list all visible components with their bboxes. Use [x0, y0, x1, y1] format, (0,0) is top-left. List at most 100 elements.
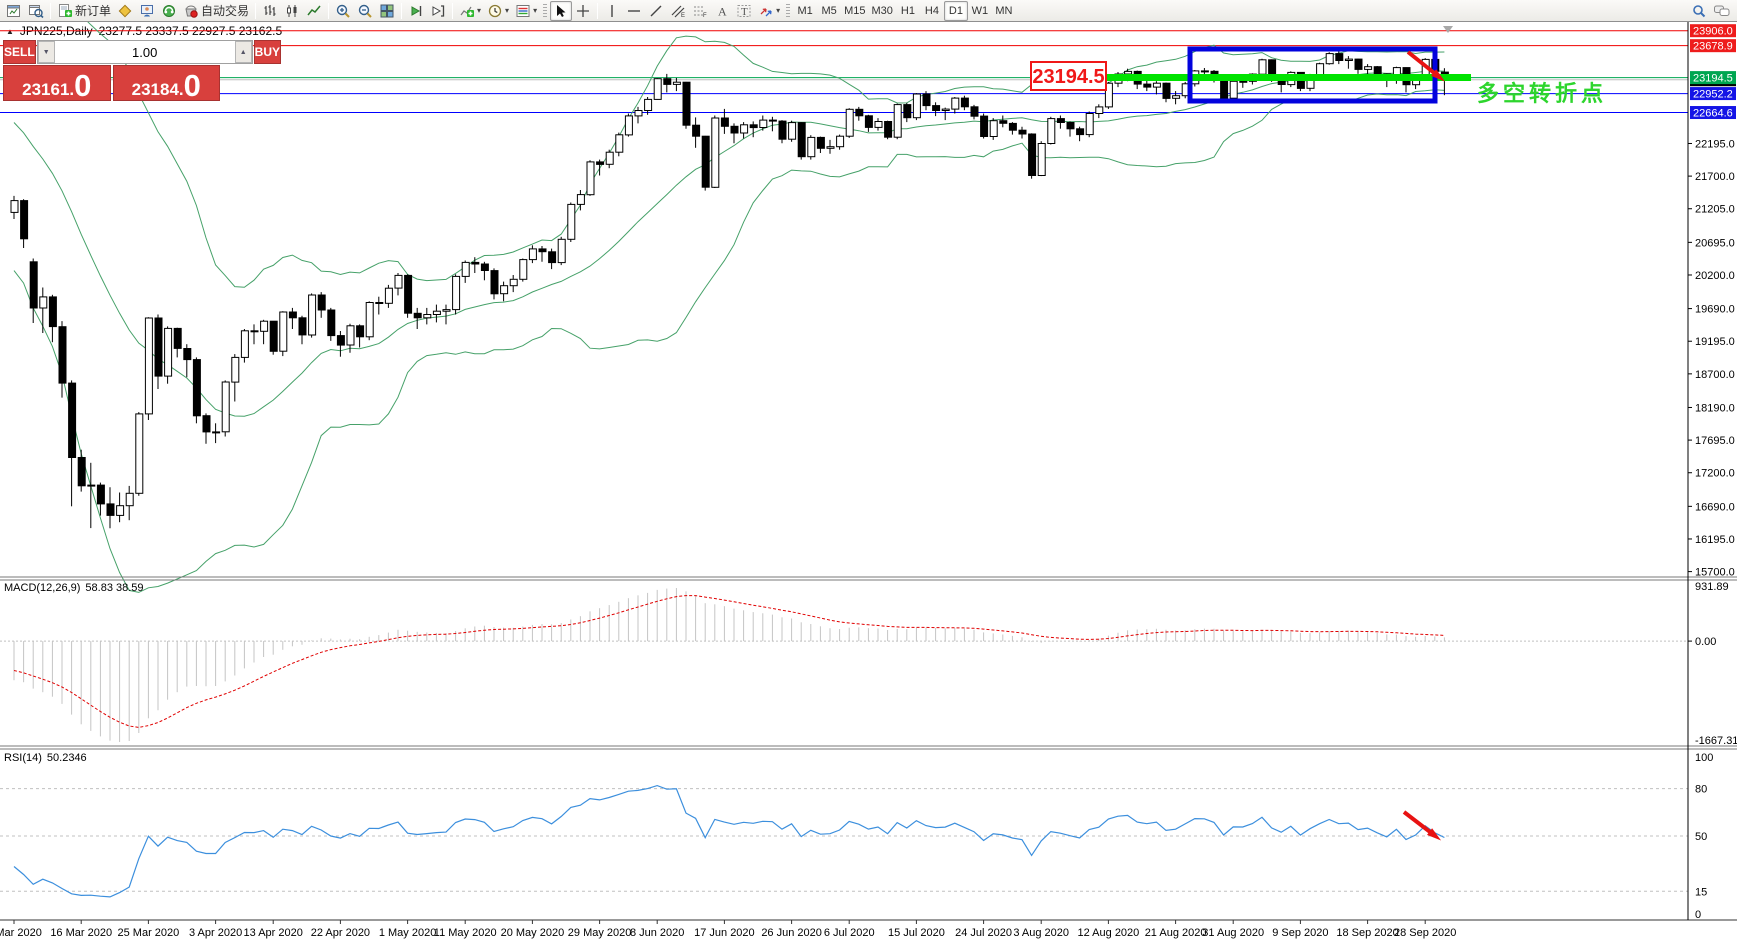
autotrading-button[interactable]: 自动交易: [180, 1, 252, 21]
profiles-button[interactable]: [25, 1, 47, 21]
shapes-button[interactable]: ▾: [755, 1, 783, 21]
chevron-down-icon: ▾: [505, 5, 510, 15]
sell-button[interactable]: SELL: [3, 40, 36, 64]
time-axis-label: 3 Aug 2020: [1013, 927, 1069, 939]
toolbar-grip[interactable]: [543, 3, 548, 18]
chevron-down-icon: ▾: [776, 5, 781, 15]
one-click-trading-panel: SELL ▼ ▲ BUY 23161.0 23184.0: [3, 40, 282, 103]
bollinger-band-line: [13, 70, 1445, 417]
signals-button[interactable]: [136, 1, 158, 21]
price-tick-label: 17695.0: [1695, 435, 1735, 447]
volume-input[interactable]: [54, 41, 235, 63]
rsi-name: RSI(14): [4, 752, 42, 764]
horizontal-line-icon: [626, 3, 642, 19]
periods-clock-icon: [487, 3, 503, 19]
time-axis-label: 12 Aug 2020: [1078, 927, 1140, 939]
price-tick-label: 15700.0: [1695, 567, 1735, 579]
rsi-indicator-label: RSI(14) 50.2346: [4, 752, 87, 764]
indicators-icon: [459, 3, 475, 19]
price-tick-label: 20695.0: [1695, 237, 1735, 249]
rsi-min-label: 0: [1695, 909, 1701, 921]
time-axis-label: 18 Sep 2020: [1336, 927, 1398, 939]
timeframe-m30-button[interactable]: M30: [869, 1, 896, 21]
text-label-icon: T: [736, 3, 752, 19]
text-label-button[interactable]: T: [733, 1, 755, 21]
ask-main-digits: 23184.: [131, 80, 184, 99]
horizontal-line-button[interactable]: [623, 1, 645, 21]
new-order-icon: [57, 3, 73, 19]
timeframe-m15-button[interactable]: M15: [841, 1, 868, 21]
timeframe-label: M30: [871, 4, 893, 17]
new-order-label: 新订单: [75, 4, 112, 18]
ask-big-digit: 0: [183, 67, 201, 103]
timeframe-w1-button[interactable]: W1: [968, 1, 992, 21]
price-level-badge-label: 22664.6: [1693, 108, 1733, 120]
indicators-button[interactable]: ▾: [456, 1, 484, 21]
text-icon: A: [714, 3, 730, 19]
buy-button[interactable]: BUY: [253, 40, 282, 64]
time-axis-label: 8 Jun 2020: [630, 927, 684, 939]
text-button[interactable]: A: [711, 1, 733, 21]
time-axis-label: 6 Jul 2020: [824, 927, 875, 939]
timeframe-m1-button[interactable]: M1: [793, 1, 817, 21]
zoom-out-button[interactable]: [354, 1, 376, 21]
channel-button[interactable]: E: [667, 1, 689, 21]
metaeditor-icon: [117, 3, 133, 19]
timeframe-label: H4: [924, 4, 939, 17]
time-axis-label: 21 Aug 2020: [1145, 927, 1207, 939]
toolbar-grip[interactable]: [786, 3, 791, 18]
timeframe-m5-button[interactable]: M5: [817, 1, 841, 21]
svg-text:F: F: [703, 13, 707, 19]
chevron-down-icon: ▾: [477, 5, 482, 15]
market-button[interactable]: [158, 1, 180, 21]
price-tick-label: 19690.0: [1695, 304, 1735, 316]
chat-button[interactable]: [1710, 1, 1734, 21]
bars-chart-button[interactable]: [259, 1, 281, 21]
chart-shift-button[interactable]: [427, 1, 449, 21]
bid-price[interactable]: 23161. 0: [3, 65, 111, 101]
time-axis-label: 9 Sep 2020: [1272, 927, 1328, 939]
price-level-badge: [1690, 39, 1736, 53]
timeframe-d1-button[interactable]: D1: [943, 0, 968, 21]
metaeditor-button[interactable]: [114, 1, 136, 21]
fibonacci-icon: F: [692, 3, 708, 19]
zoom-in-button[interactable]: [332, 1, 354, 21]
crosshair-button[interactable]: [572, 1, 594, 21]
timeframe-mn-button[interactable]: MN: [992, 1, 1016, 21]
market-icon: [161, 3, 177, 19]
new-order-button[interactable]: 新订单: [54, 1, 114, 21]
candlestick-chart-icon: [284, 3, 300, 19]
price-tick-label: 21700.0: [1695, 171, 1735, 183]
timeframe-h4-button[interactable]: H4: [920, 1, 944, 21]
cursor-button[interactable]: [550, 0, 573, 21]
price-level-badge: [1690, 71, 1736, 85]
volume-decrease-button[interactable]: ▼: [37, 41, 55, 63]
volume-increase-button[interactable]: ▲: [234, 41, 252, 63]
timeframe-label: H1: [900, 4, 915, 17]
shapes-arrows-icon: [758, 3, 774, 19]
timeframe-label: M5: [821, 4, 837, 17]
price-callout-box: [1030, 61, 1107, 91]
ask-price[interactable]: 23184. 0: [112, 65, 220, 103]
auto-scroll-button[interactable]: [405, 1, 427, 21]
time-axis-label: 26 Jun 2020: [761, 927, 822, 939]
templates-button[interactable]: ▾: [512, 1, 540, 21]
candlestick-chart-button[interactable]: [281, 1, 303, 21]
fibonacci-button[interactable]: F: [689, 1, 711, 21]
time-axis-label: 11 May 2020: [434, 927, 497, 939]
channel-icon: E: [670, 3, 686, 19]
new-chart-button[interactable]: [3, 1, 25, 21]
trendline-button[interactable]: [645, 1, 667, 21]
svg-text:T: T: [741, 6, 748, 18]
toolbar-separator: [401, 2, 403, 19]
price-level-badge-label: 23906.0: [1693, 26, 1733, 38]
timeframe-h1-button[interactable]: H1: [896, 1, 920, 21]
vertical-line-button[interactable]: [601, 1, 623, 21]
tile-windows-button[interactable]: [376, 1, 398, 21]
time-axis-label: 16 Mar 2020: [50, 927, 112, 939]
price-level-badge-label: 23678.9: [1693, 41, 1733, 53]
search-button[interactable]: [1688, 1, 1710, 21]
line-chart-button[interactable]: [303, 1, 325, 21]
periods-button[interactable]: ▾: [484, 1, 512, 21]
